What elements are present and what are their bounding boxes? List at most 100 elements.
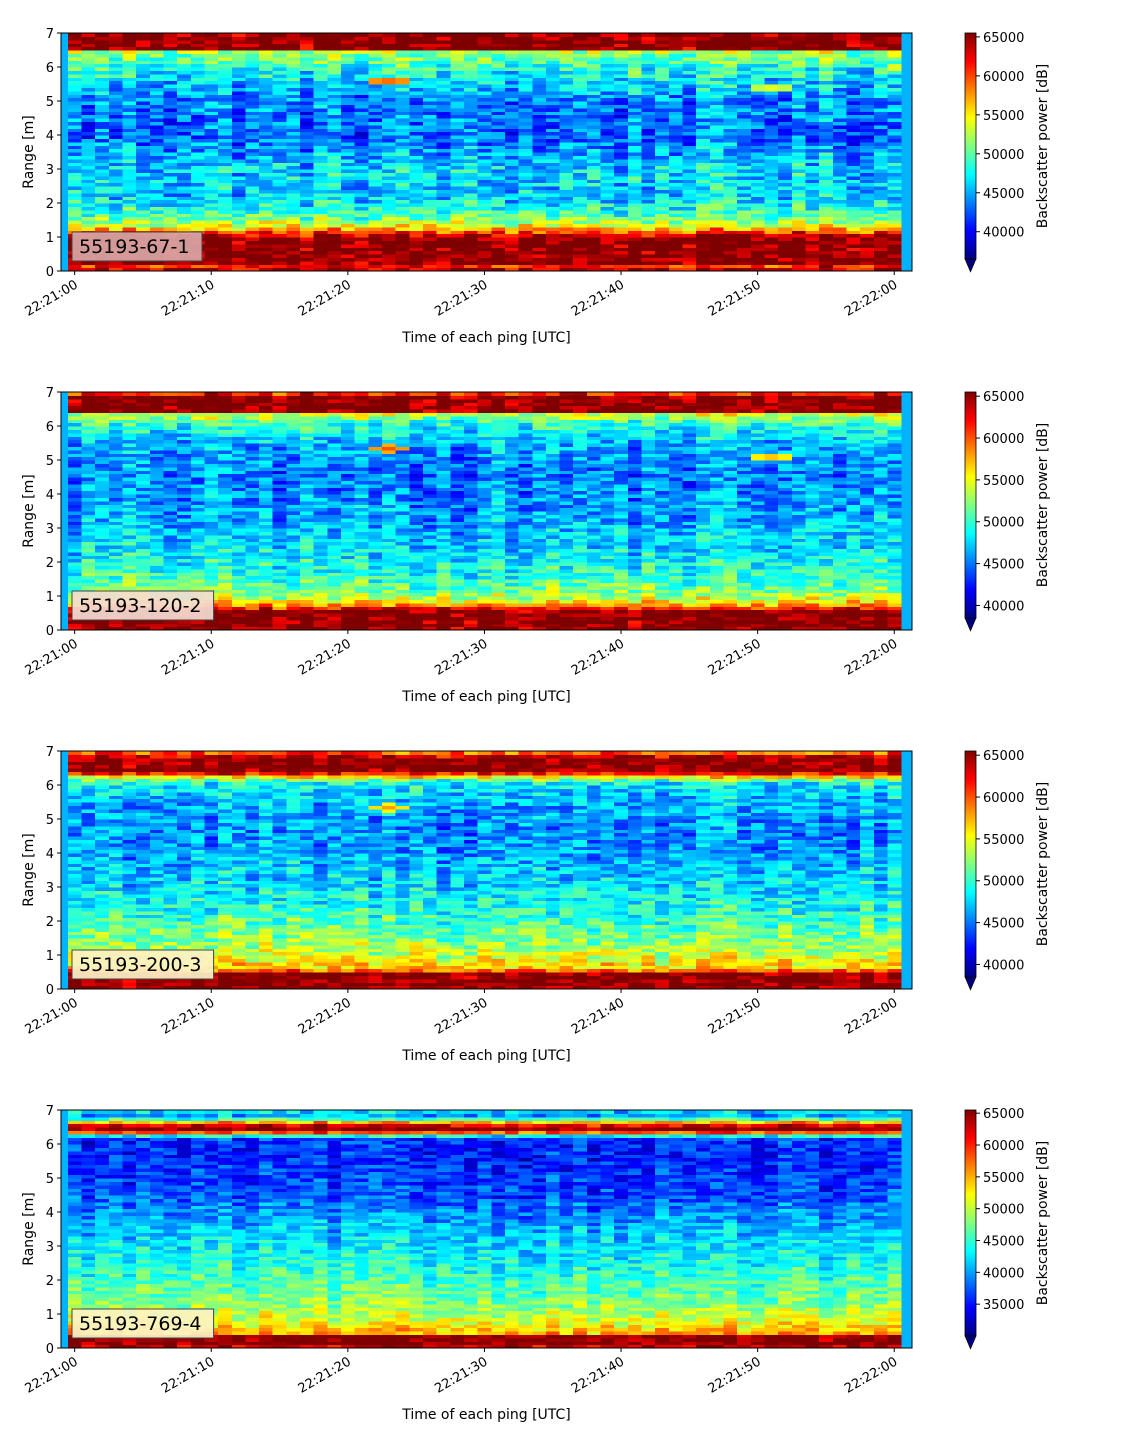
heatmap-cell [149, 179, 165, 184]
heatmap-cell [190, 504, 206, 509]
heatmap-cell [832, 70, 848, 75]
heatmap-cell [409, 243, 424, 248]
heatmap-cell [627, 145, 643, 150]
heatmap-cell [641, 111, 656, 116]
heatmap-cell [832, 50, 848, 54]
heatmap-cell [163, 504, 178, 509]
heatmap-cell [860, 67, 875, 71]
heatmap-cell [750, 189, 766, 194]
heatmap-cell [163, 260, 178, 265]
heatmap-cell [450, 94, 465, 99]
heatmap-cell [805, 135, 820, 139]
heatmap-cell [586, 152, 602, 156]
heatmap-cell [231, 131, 247, 136]
heatmap-cell [873, 257, 889, 262]
heatmap-cell [819, 254, 834, 258]
heatmap-cell [682, 131, 697, 136]
heatmap-cell [750, 196, 766, 201]
heatmap-cell [327, 152, 342, 156]
heatmap-cell [341, 199, 356, 204]
heatmap-cell [600, 145, 615, 150]
heatmap-cell [341, 206, 356, 211]
heatmap-cell [545, 87, 561, 92]
heatmap-cell [532, 213, 547, 218]
heatmap-cell [313, 243, 328, 248]
heatmap-cell [272, 131, 287, 136]
heatmap-cell [832, 124, 848, 129]
heatmap-cell [819, 118, 834, 122]
heatmap-cell [245, 124, 260, 129]
heatmap-cell [668, 145, 684, 150]
heatmap-cell [709, 254, 725, 258]
heatmap-cell [81, 114, 96, 119]
heatmap-cell [122, 415, 137, 420]
heatmap-cell [737, 186, 752, 190]
heatmap-cell [190, 545, 206, 549]
heatmap-cell [354, 192, 369, 197]
heatmap-cell [600, 56, 615, 61]
heatmap-cell [122, 192, 137, 197]
heatmap-cell [341, 196, 356, 201]
heatmap-cell [177, 131, 192, 136]
heatmap-cell [259, 60, 274, 65]
heatmap-cell [627, 138, 643, 143]
heatmap-cell [354, 196, 369, 201]
heatmap-cell [67, 94, 83, 99]
heatmap-cell [709, 155, 725, 160]
heatmap-cell [122, 209, 137, 214]
heatmap-cell [737, 240, 752, 245]
heatmap-cell [805, 94, 820, 99]
heatmap-cell [696, 87, 711, 92]
heatmap-cell [450, 179, 465, 184]
heatmap-cell [791, 220, 807, 224]
heatmap-cell [805, 80, 820, 85]
heatmap-cell [696, 70, 711, 75]
heatmap-cell [573, 39, 588, 44]
heatmap-cell [245, 199, 260, 204]
heatmap-cell [395, 131, 410, 136]
heatmap-cell [559, 243, 574, 248]
heatmap-cell [518, 63, 533, 68]
heatmap-cell [108, 135, 124, 139]
heatmap-cell [832, 80, 848, 85]
heatmap-cell [860, 165, 875, 170]
heatmap-cell [655, 165, 670, 170]
heatmap-cell [559, 175, 574, 180]
heatmap-cell [518, 124, 533, 129]
heatmap-cell [860, 257, 875, 262]
heatmap-cell [95, 497, 110, 502]
heatmap-cell [81, 39, 96, 44]
heatmap-cell [354, 162, 369, 167]
heatmap-cell [67, 514, 83, 519]
heatmap-cell [149, 585, 165, 590]
heatmap-cell [204, 196, 219, 201]
heatmap-cell [504, 131, 520, 136]
heatmap-cell [491, 145, 506, 150]
heatmap-cell [750, 152, 766, 156]
heatmap-cell [545, 226, 561, 231]
heatmap-cell [860, 158, 875, 163]
heatmap-cell [149, 517, 165, 522]
heatmap-cell [327, 104, 342, 109]
heatmap-cell [108, 439, 124, 444]
heatmap-cell [95, 189, 110, 194]
heatmap-cell [190, 585, 206, 590]
heatmap-cell [422, 118, 438, 122]
heatmap-cell [559, 43, 574, 48]
heatmap-cell [518, 97, 533, 102]
heatmap-cell [81, 460, 96, 464]
heatmap-cell [395, 240, 410, 245]
heatmap-cell [682, 206, 697, 211]
heatmap-cell [163, 426, 178, 430]
heatmap-cell [136, 511, 151, 515]
heatmap-cell [559, 53, 574, 58]
heatmap-cell [846, 223, 861, 228]
heatmap-cell [696, 240, 711, 245]
heatmap-cell [586, 135, 602, 139]
heatmap-cell [368, 158, 383, 163]
heatmap-cell [422, 220, 438, 224]
heatmap-cell [218, 203, 233, 207]
heatmap-cell [723, 60, 738, 65]
heatmap-cell [382, 179, 397, 184]
heatmap-cell [122, 67, 137, 71]
